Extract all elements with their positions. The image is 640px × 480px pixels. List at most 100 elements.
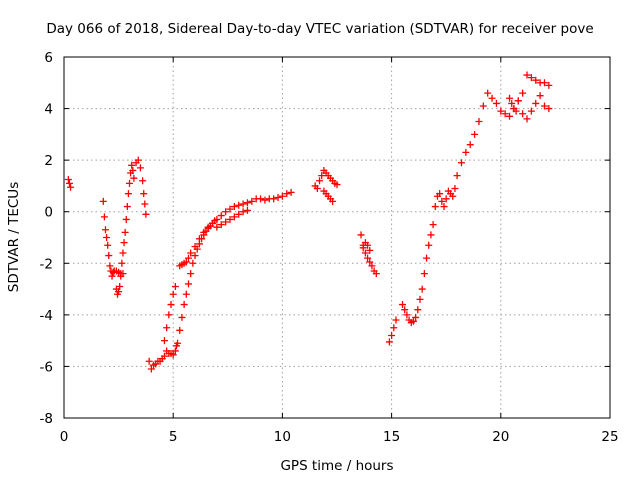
- y-tick-label: -6: [40, 359, 53, 375]
- data-point: [420, 270, 428, 278]
- data-point: [318, 172, 326, 180]
- data-point: [129, 166, 137, 174]
- data-point: [163, 324, 171, 332]
- data-point: [145, 357, 153, 365]
- data-point: [364, 254, 372, 262]
- data-point: [171, 347, 179, 355]
- data-point: [180, 301, 188, 309]
- data-point: [147, 365, 155, 373]
- x-tick-label: 20: [492, 429, 509, 445]
- data-point: [506, 94, 514, 102]
- data-point: [174, 339, 182, 347]
- data-point: [123, 203, 131, 211]
- data-point: [243, 199, 251, 207]
- series-seg2: [99, 197, 127, 280]
- data-point: [287, 188, 295, 196]
- data-point: [230, 213, 238, 221]
- data-point: [429, 221, 437, 229]
- data-point: [239, 208, 247, 216]
- data-point: [423, 254, 431, 262]
- data-point: [442, 195, 450, 203]
- data-point: [479, 102, 487, 110]
- data-point: [222, 218, 230, 226]
- data-point: [230, 203, 238, 211]
- data-point: [160, 352, 168, 360]
- x-tick-label: 15: [383, 429, 400, 445]
- data-point: [512, 107, 520, 115]
- data-point: [475, 117, 483, 125]
- data-point: [248, 197, 256, 205]
- data-point: [165, 311, 173, 319]
- data-point: [392, 316, 400, 324]
- data-point: [116, 282, 124, 290]
- data-point: [160, 337, 168, 345]
- data-point: [257, 195, 265, 203]
- data-point: [178, 313, 186, 321]
- data-point: [403, 311, 411, 319]
- data-point: [532, 76, 540, 84]
- data-point: [169, 290, 177, 298]
- data-point: [204, 223, 212, 231]
- data-point: [243, 206, 251, 214]
- data-point: [471, 130, 479, 138]
- data-point: [414, 306, 422, 314]
- data-point: [119, 249, 127, 257]
- y-tick-label: -2: [40, 256, 53, 272]
- data-point: [540, 79, 548, 87]
- x-tick-label: 25: [601, 429, 618, 445]
- series-seg11: [506, 71, 553, 115]
- data-point: [213, 215, 221, 223]
- data-point: [124, 190, 132, 198]
- data-point: [142, 210, 150, 218]
- data-point: [226, 215, 234, 223]
- data-point: [261, 196, 269, 204]
- series-seg1: [64, 175, 75, 191]
- data-point: [239, 200, 247, 208]
- data-point: [523, 115, 531, 123]
- data-point: [139, 177, 147, 185]
- series-seg9: [385, 316, 400, 346]
- data-point: [416, 295, 424, 303]
- data-point: [184, 280, 192, 288]
- data-point: [140, 190, 148, 198]
- data-point: [532, 99, 540, 107]
- series-seg7: [311, 166, 341, 205]
- data-point: [67, 183, 75, 191]
- data-point: [130, 174, 138, 182]
- data-point: [226, 205, 234, 213]
- data-point: [366, 246, 374, 254]
- data-point: [488, 94, 496, 102]
- data-point: [65, 179, 73, 187]
- data-point: [122, 215, 130, 223]
- data-point: [412, 313, 420, 321]
- data-point: [399, 301, 407, 309]
- data-point: [329, 197, 337, 205]
- data-point: [121, 228, 129, 236]
- data-point: [523, 71, 531, 79]
- data-point: [184, 254, 192, 262]
- data-point: [235, 201, 243, 209]
- data-point: [453, 172, 461, 180]
- data-point: [368, 262, 376, 270]
- data-point: [364, 241, 372, 249]
- data-point: [169, 351, 177, 359]
- y-tick-label: -4: [40, 308, 53, 324]
- data-point: [361, 249, 369, 257]
- data-point: [100, 213, 108, 221]
- data-points-layer: [64, 71, 553, 373]
- data-point: [359, 244, 367, 252]
- series-seg5: [160, 188, 295, 347]
- data-point: [436, 190, 444, 198]
- data-point: [200, 228, 208, 236]
- data-point: [217, 221, 225, 229]
- series-seg10: [399, 89, 553, 327]
- data-point: [527, 107, 535, 115]
- data-point: [195, 235, 203, 243]
- data-point: [492, 99, 500, 107]
- data-point: [357, 231, 365, 239]
- data-point: [316, 177, 324, 185]
- data-point: [270, 195, 278, 203]
- data-point: [118, 259, 126, 267]
- data-point: [451, 185, 459, 193]
